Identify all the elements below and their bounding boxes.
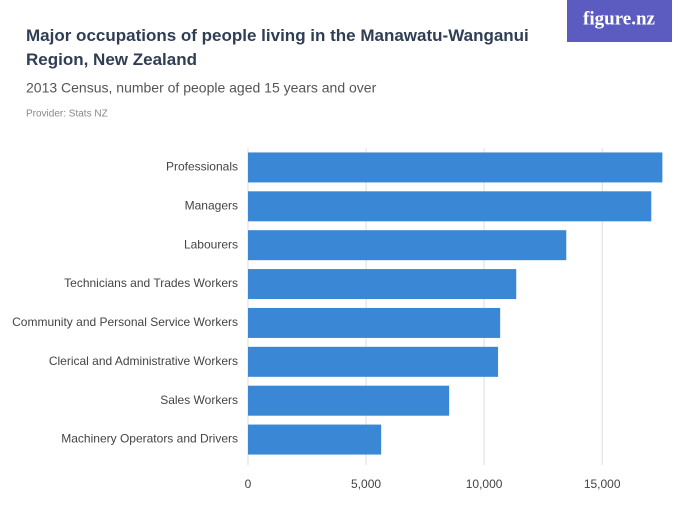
x-tick-label: 15,000 (584, 477, 621, 491)
y-tick-label: Sales Workers (160, 393, 238, 407)
y-tick-label: Community and Personal Service Workers (12, 315, 238, 329)
bar (248, 307, 501, 338)
y-tick-label: Machinery Operators and Drivers (61, 432, 238, 446)
bar (248, 346, 499, 377)
logo: figure.nz (583, 8, 656, 29)
chart-title: Major occupations of people living in th… (26, 26, 529, 69)
bar (248, 424, 382, 455)
x-tick-label: 5,000 (351, 477, 381, 491)
chart-subtitle: 2013 Census, number of people aged 15 ye… (26, 80, 377, 96)
y-tick-label: Managers (185, 198, 238, 212)
x-tick-label: 0 (245, 477, 252, 491)
y-tick-label: Clerical and Administrative Workers (49, 354, 238, 368)
bar (248, 385, 450, 416)
y-tick-label: Technicians and Trades Workers (64, 276, 238, 290)
logo-box (567, 0, 672, 42)
y-tick-label: Professionals (166, 160, 238, 174)
bar (248, 191, 652, 222)
bar (248, 152, 663, 183)
y-tick-label: Labourers (184, 237, 238, 251)
x-tick-label: 10,000 (466, 477, 503, 491)
bar (248, 269, 517, 300)
provider: Provider: Stats NZ (26, 109, 108, 120)
bar (248, 230, 567, 261)
